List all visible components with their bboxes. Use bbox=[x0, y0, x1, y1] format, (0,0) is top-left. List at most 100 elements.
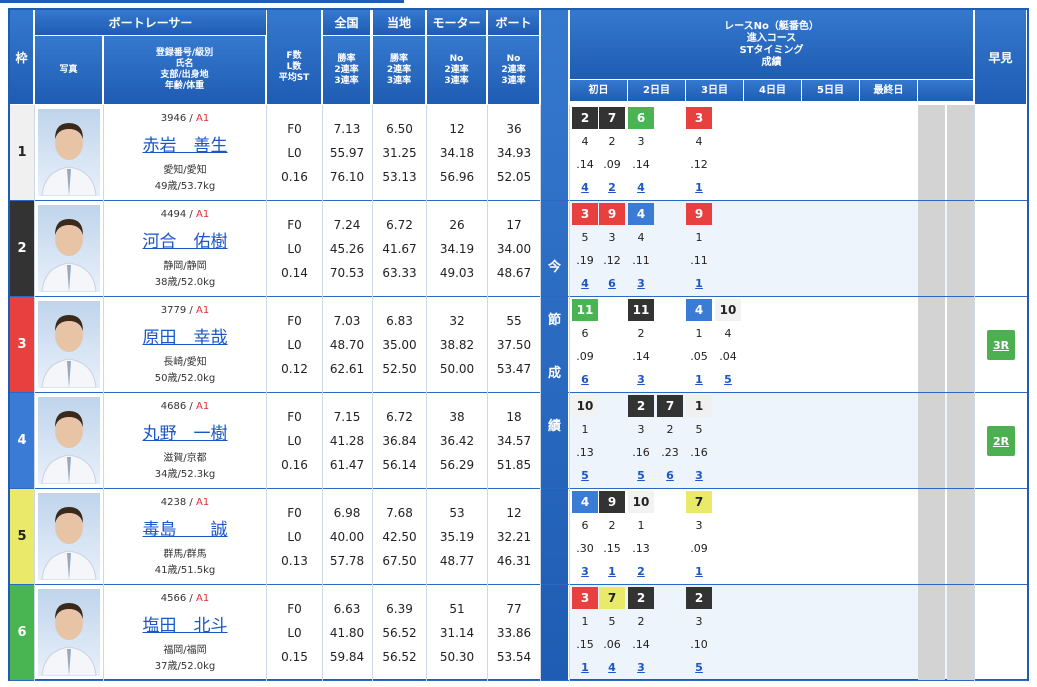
stat-mot: 34.19 bbox=[439, 242, 475, 256]
result-place-link[interactable]: 6 bbox=[581, 372, 589, 386]
header-fl: F数 L数 平均ST bbox=[267, 10, 322, 105]
result-st: .11 bbox=[632, 253, 650, 267]
result-st: .04 bbox=[719, 349, 737, 363]
result-race-no[interactable]: 2 bbox=[686, 587, 712, 609]
result-place-link[interactable]: 3 bbox=[695, 468, 703, 482]
header-day-label: 3日目 bbox=[701, 85, 728, 96]
col-divider bbox=[540, 297, 541, 393]
result-place-link[interactable]: 1 bbox=[695, 180, 703, 194]
result-race-no[interactable]: 3 bbox=[572, 203, 598, 225]
result-race-no[interactable]: 2 bbox=[628, 395, 654, 417]
result-place-link[interactable]: 3 bbox=[637, 276, 645, 290]
reg-line: 4686 / A1 bbox=[104, 401, 266, 412]
result-st: .05 bbox=[690, 349, 708, 363]
result-race-no[interactable]: 3 bbox=[572, 587, 598, 609]
result-race-no[interactable]: 6 bbox=[628, 107, 654, 129]
col-divider bbox=[569, 489, 570, 585]
racer-name-link[interactable]: 丸野 一樹 bbox=[142, 424, 228, 444]
result-st: .14 bbox=[632, 637, 650, 651]
result-place-link[interactable]: 4 bbox=[608, 660, 616, 674]
result-course: 5 bbox=[581, 230, 589, 244]
result-place-link[interactable]: 1 bbox=[581, 660, 589, 674]
racer-pref: 福岡/福岡 bbox=[163, 645, 207, 656]
result-race-no[interactable]: 10 bbox=[628, 491, 654, 513]
result-race-no[interactable]: 9 bbox=[599, 491, 625, 513]
result-race-no[interactable]: 10 bbox=[715, 299, 741, 321]
result-place-link[interactable]: 4 bbox=[637, 180, 645, 194]
header-touchi-sub: 勝率 2連率 3連率 bbox=[373, 36, 426, 105]
result-place-link[interactable]: 5 bbox=[695, 660, 703, 674]
stat-mot: 53 bbox=[449, 506, 465, 520]
result-race-no[interactable]: 9 bbox=[686, 203, 712, 225]
result-race-no[interactable]: 2 bbox=[628, 587, 654, 609]
racer-photo bbox=[38, 301, 100, 389]
stat-zen: 7.13 bbox=[333, 122, 361, 136]
header-zenkoku: 全国 bbox=[323, 10, 371, 36]
result-race-no[interactable]: 4 bbox=[572, 491, 598, 513]
col-divider bbox=[487, 393, 488, 489]
stat-boa: 52.05 bbox=[496, 170, 532, 184]
header-motor-sub: No 2連率 3連率 bbox=[427, 36, 487, 105]
header-day-label: 最終日 bbox=[873, 85, 904, 96]
racer-name-link[interactable]: 毒島 誠 bbox=[142, 520, 228, 540]
result-place-link[interactable]: 3 bbox=[581, 564, 589, 578]
result-course: 3 bbox=[695, 614, 703, 628]
racer-row: 5 4238 / A1 毒島 誠群馬/群馬 41歳/51.5kg F0 L0 0.13 6.9… bbox=[10, 489, 1027, 585]
result-race-no[interactable]: 1 bbox=[686, 395, 712, 417]
result-place-link[interactable]: 4 bbox=[581, 180, 589, 194]
result-race-no[interactable]: 4 bbox=[686, 299, 712, 321]
reg-line: 4238 / A1 bbox=[104, 497, 266, 508]
result-place-link[interactable]: 5 bbox=[581, 468, 589, 482]
racer-name-link[interactable]: 赤岩 善生 bbox=[142, 136, 228, 156]
result-place-link[interactable]: 1 bbox=[695, 276, 703, 290]
result-place-link[interactable]: 2 bbox=[608, 180, 616, 194]
result-course: 1 bbox=[695, 230, 703, 244]
result-race-no[interactable]: 4 bbox=[628, 203, 654, 225]
result-st: .09 bbox=[690, 541, 708, 555]
result-race-no[interactable]: 9 bbox=[599, 203, 625, 225]
result-place-link[interactable]: 6 bbox=[608, 276, 616, 290]
racer-name-link[interactable]: 河合 佑樹 bbox=[142, 232, 228, 252]
racer-name-link[interactable]: 塩田 北斗 bbox=[142, 616, 228, 636]
result-course: 1 bbox=[581, 614, 589, 628]
result-race-no[interactable]: 3 bbox=[686, 107, 712, 129]
result-place-link[interactable]: 1 bbox=[608, 564, 616, 578]
header-race-title-line: 進入コース bbox=[746, 32, 797, 44]
result-race-no[interactable]: 7 bbox=[599, 107, 625, 129]
result-place-link[interactable]: 5 bbox=[724, 372, 732, 386]
result-place-link[interactable]: 3 bbox=[637, 372, 645, 386]
result-race-no[interactable]: 7 bbox=[686, 491, 712, 513]
waku-cell: 1 bbox=[10, 105, 34, 200]
result-st: .11 bbox=[690, 253, 708, 267]
col-divider bbox=[974, 585, 975, 681]
blank-col bbox=[918, 489, 945, 584]
hayami-button[interactable]: 2R bbox=[987, 426, 1015, 456]
result-place-link[interactable]: 1 bbox=[695, 372, 703, 386]
racer-name-link[interactable]: 原田 幸哉 bbox=[142, 328, 228, 348]
result-place-link[interactable]: 3 bbox=[637, 660, 645, 674]
result-race-no[interactable]: 11 bbox=[628, 299, 654, 321]
stat-tou: 41.67 bbox=[382, 242, 417, 256]
result-place-link[interactable]: 2 bbox=[637, 564, 645, 578]
stat-zen: 48.70 bbox=[329, 338, 365, 352]
result-race-no[interactable]: 7 bbox=[599, 587, 625, 609]
result-course: 3 bbox=[637, 134, 645, 148]
result-place-link[interactable]: 6 bbox=[666, 468, 674, 482]
result-race-no[interactable]: 10 bbox=[572, 395, 598, 417]
result-st: .09 bbox=[576, 349, 594, 363]
result-race-no[interactable]: 11 bbox=[572, 299, 598, 321]
hayami-button[interactable]: 3R bbox=[987, 330, 1015, 360]
result-place-link[interactable]: 5 bbox=[637, 468, 645, 482]
stat-tou: 31.25 bbox=[382, 146, 417, 160]
result-place-link[interactable]: 1 bbox=[695, 564, 703, 578]
racer-pref: 愛知/愛知 bbox=[163, 165, 207, 176]
result-race-no[interactable]: 7 bbox=[657, 395, 683, 417]
blank-col bbox=[947, 297, 974, 392]
result-place-link[interactable]: 4 bbox=[581, 276, 589, 290]
result-race-no[interactable]: 2 bbox=[572, 107, 598, 129]
blank-col bbox=[947, 105, 974, 200]
result-course: 2 bbox=[637, 326, 645, 340]
col-divider bbox=[322, 201, 323, 297]
reg-number: 4494 bbox=[160, 209, 187, 220]
